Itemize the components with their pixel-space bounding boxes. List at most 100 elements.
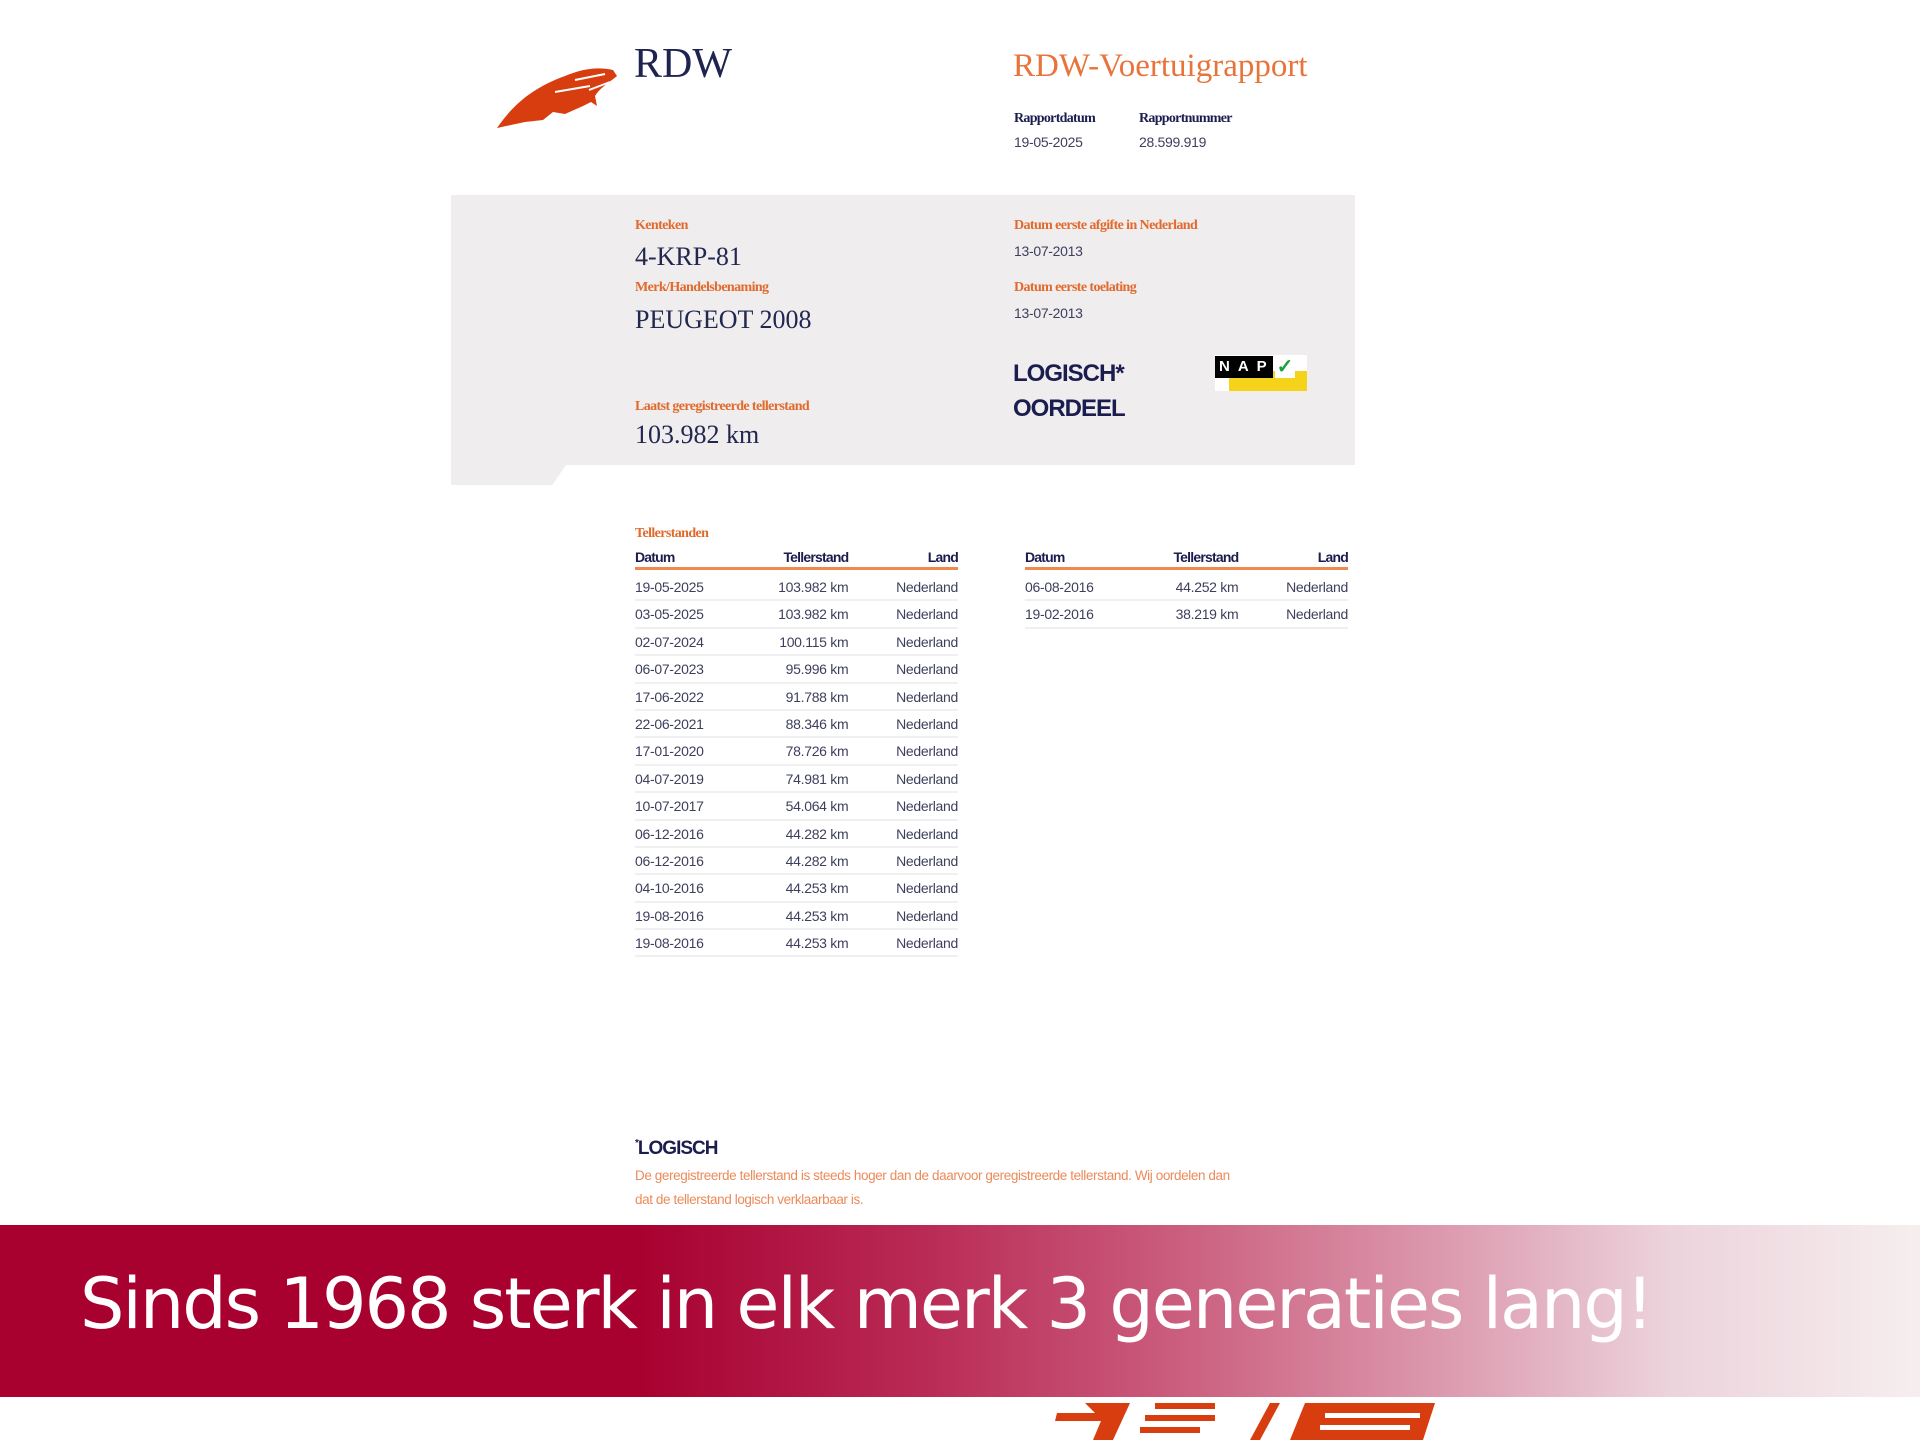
cell-land: Nederland <box>896 606 958 623</box>
table-row: 19-02-2016 38.219 km Nederland <box>1025 601 1348 629</box>
dealer-logo-icon <box>1055 1403 1435 1440</box>
cell-datum: 04-10-2016 <box>635 880 704 897</box>
table-row: 19-08-2016 44.253 km Nederland <box>635 930 958 958</box>
rapportnummer-value: 28.599.919 <box>1139 134 1207 150</box>
cell-land: Nederland <box>896 661 958 678</box>
cell-tellerstand: 54.064 km <box>785 798 849 815</box>
table-row: 19-08-2016 44.253 km Nederland <box>635 903 958 931</box>
promo-banner <box>0 1225 1920 1397</box>
table-row: 22-06-2021 88.346 km Nederland <box>635 711 958 739</box>
table-row: 04-07-2019 74.981 km Nederland <box>635 766 958 794</box>
cell-tellerstand: 103.982 km <box>778 579 849 595</box>
toelating-value: 13-07-2013 <box>1014 305 1083 321</box>
cell-tellerstand: 103.982 km <box>778 606 849 623</box>
table-row: 10-07-2017 54.064 km Nederland <box>635 793 958 821</box>
vehicle-summary-panel <box>451 195 1355 465</box>
col-datum: Datum <box>635 549 675 565</box>
oordeel-value: LOGISCH* <box>1013 360 1125 387</box>
table-header: Datum Tellerstand Land <box>1025 549 1349 570</box>
cell-land: Nederland <box>896 798 958 815</box>
nap-badge: NAP ✓ <box>1215 355 1307 391</box>
cell-tellerstand: 78.726 km <box>785 743 849 760</box>
check-icon: ✓ <box>1275 356 1295 378</box>
kenteken-value: 4-KRP-81 <box>635 242 742 271</box>
cell-land: Nederland <box>896 770 958 787</box>
tellerstanden-table-1: Datum Tellerstand Land 19-05-2025 103.982… <box>635 549 959 958</box>
cell-land: Nederland <box>1286 606 1348 623</box>
cell-tellerstand: 44.253 km <box>785 880 849 897</box>
merk-label: Merk/Handelsbenaming <box>635 280 769 295</box>
table-row: 17-06-2022 91.788 km Nederland <box>635 684 958 711</box>
table-row: 02-07-2024 100.115 km Nederland <box>635 629 958 657</box>
col-land: Land <box>1317 549 1349 565</box>
cell-tellerstand: 95.996 km <box>785 661 849 678</box>
cell-tellerstand: 44.282 km <box>785 825 849 842</box>
table-row: 03-05-2025 103.982 km Nederland <box>635 601 958 629</box>
promo-banner-text: Sinds 1968 sterk in elk merk 3 generatie… <box>80 1263 1654 1345</box>
table-row: 06-07-2023 95.996 km Nederland <box>635 656 958 684</box>
cell-land: Nederland <box>896 880 958 897</box>
nap-badge-text: NAP <box>1215 356 1273 378</box>
table-header: Datum Tellerstand Land <box>635 549 959 570</box>
cell-datum: 04-07-2019 <box>635 770 704 787</box>
cell-datum: 03-05-2025 <box>635 606 704 623</box>
footnote-title-text: LOGISCH <box>637 1138 719 1159</box>
cell-tellerstand: 44.253 km <box>785 907 849 924</box>
cell-datum: 06-07-2023 <box>635 661 704 678</box>
rapportdatum-value: 19-05-2025 <box>1014 134 1083 150</box>
cell-datum: 06-12-2016 <box>635 852 704 869</box>
cell-tellerstand: 44.252 km <box>1175 579 1239 595</box>
cell-tellerstand: 74.981 km <box>785 770 849 787</box>
table-row: 19-05-2025 103.982 km Nederland <box>635 574 958 602</box>
toelating-label: Datum eerste toelating <box>1014 280 1137 295</box>
table-row: 06-12-2016 44.282 km Nederland <box>635 821 958 848</box>
cell-tellerstand: 38.219 km <box>1175 606 1239 623</box>
cell-land: Nederland <box>896 935 958 952</box>
laatst-tellerstand-label: Laatst geregistreerde tellerstand <box>635 399 810 414</box>
cell-tellerstand: 91.788 km <box>785 688 849 705</box>
table-row: 06-08-2016 44.252 km Nederland <box>1025 574 1348 602</box>
cell-datum: 19-02-2016 <box>1025 606 1094 623</box>
table-row: 17-01-2020 78.726 km Nederland <box>635 738 958 766</box>
cell-land: Nederland <box>896 743 958 760</box>
cell-datum: 06-08-2016 <box>1025 579 1094 595</box>
cell-datum: 02-07-2024 <box>635 633 704 650</box>
tellerstanden-title: Tellerstanden <box>635 526 709 541</box>
cell-datum: 06-12-2016 <box>635 825 704 842</box>
cell-tellerstand: 44.253 km <box>785 935 849 952</box>
cell-land: Nederland <box>896 852 958 869</box>
cell-tellerstand: 88.346 km <box>785 715 849 732</box>
laatst-tellerstand-value: 103.982 km <box>635 420 760 449</box>
rapportnummer-label: Rapportnummer <box>1139 111 1232 126</box>
cell-land: Nederland <box>896 688 958 705</box>
kenteken-label: Kenteken <box>635 218 688 233</box>
footnote-title: *LOGISCH <box>635 1138 719 1159</box>
tellerstanden-table-2: Datum Tellerstand Land 06-08-2016 44.252 … <box>1025 549 1349 629</box>
cell-tellerstand: 44.282 km <box>785 852 849 869</box>
cell-datum: 22-06-2021 <box>635 715 704 732</box>
cell-land: Nederland <box>896 633 958 650</box>
footnote-text-2: dat de tellerstand logisch verklaarbaar … <box>635 1192 864 1207</box>
col-land: Land <box>927 549 959 565</box>
rdw-logo-text: RDW <box>634 41 732 87</box>
merk-value: PEUGEOT 2008 <box>635 305 812 334</box>
cell-datum: 17-06-2022 <box>635 688 704 705</box>
afgifte-value: 13-07-2013 <box>1014 243 1083 259</box>
rdw-feather-logo-icon <box>497 68 617 128</box>
cell-datum: 19-05-2025 <box>635 579 704 595</box>
afgifte-label: Datum eerste afgifte in Nederland <box>1014 218 1198 233</box>
table-row: 06-12-2016 44.282 km Nederland <box>635 848 958 876</box>
rapportdatum-label: Rapportdatum <box>1014 111 1096 126</box>
cell-land: Nederland <box>896 579 958 595</box>
col-datum: Datum <box>1025 549 1065 565</box>
cell-datum: 19-08-2016 <box>635 935 704 952</box>
report-title: RDW-Voertuigrapport <box>1013 48 1308 84</box>
table-row: 04-10-2016 44.253 km Nederland <box>635 875 958 903</box>
oordeel-label: OORDEEL <box>1013 395 1126 422</box>
panel-notch <box>451 465 566 485</box>
cell-tellerstand: 100.115 km <box>779 633 849 650</box>
cell-land: Nederland <box>896 907 958 924</box>
cell-land: Nederland <box>896 825 958 842</box>
cell-datum: 10-07-2017 <box>635 798 704 815</box>
cell-land: Nederland <box>896 715 958 732</box>
